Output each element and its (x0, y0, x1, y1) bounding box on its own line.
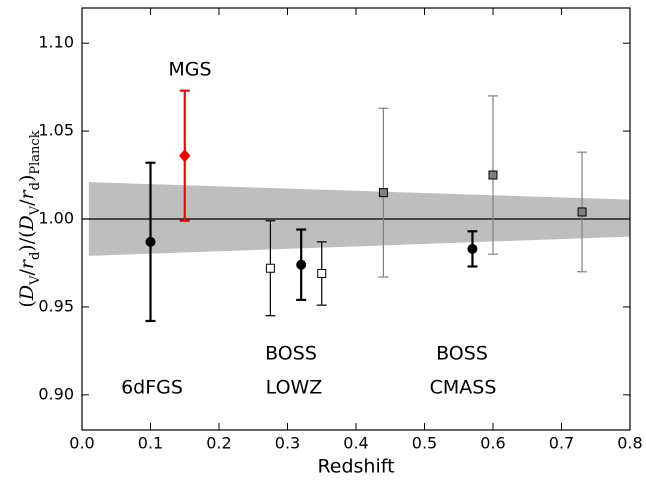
x-tick-label: 0.3 (275, 434, 300, 453)
point (467, 243, 478, 254)
point (179, 148, 191, 163)
y-tick-label: 1.05 (38, 121, 74, 140)
point (577, 207, 587, 217)
y-label-part: / (16, 269, 38, 276)
y-label-part: ( (16, 300, 38, 307)
y-label-part: V (28, 205, 43, 216)
y-label-part: d (28, 182, 43, 190)
point (145, 236, 156, 247)
y-label-part: )/( (16, 230, 38, 251)
annotation: LOWZ (266, 377, 323, 399)
y-label-part: Planck (28, 130, 43, 174)
point (488, 170, 498, 180)
x-tick-label: 0.5 (412, 434, 437, 453)
annotation: CMASS (430, 377, 497, 399)
y-tick-label: 0.95 (38, 296, 74, 315)
annotation: MGS (168, 59, 211, 81)
y-label-part: / (16, 199, 38, 206)
y-tick-label: 1.00 (38, 209, 74, 228)
x-tick-label: 0.0 (69, 434, 94, 453)
point (317, 269, 327, 279)
annotation: BOSS (436, 343, 488, 365)
y-axis-label: (DV/rd)/(DV/rd)Planck (16, 130, 43, 307)
annotation: 6dFGS (121, 377, 183, 399)
y-label-part: D (16, 285, 38, 301)
y-label-part: ) (16, 175, 38, 182)
x-tick-label: 0.1 (138, 434, 163, 453)
point (265, 263, 275, 273)
y-tick-label: 0.90 (38, 384, 74, 403)
x-tick-label: 0.4 (343, 434, 368, 453)
y-tick-label: 1.10 (38, 33, 74, 52)
point (296, 259, 307, 270)
annotation: BOSS (265, 343, 317, 365)
y-label-part: V (28, 275, 43, 286)
x-tick-label: 0.8 (617, 434, 642, 453)
x-tick-label: 0.7 (549, 434, 574, 453)
plot-frame (81, 7, 631, 431)
y-label-part: r (16, 188, 38, 199)
y-label-part: D (16, 215, 38, 231)
y-label-part: r (16, 258, 38, 269)
x-axis-label: Redshift (317, 456, 394, 478)
x-tick-label: 0.2 (206, 434, 231, 453)
y-label-part: d (28, 252, 43, 260)
point (378, 188, 388, 198)
x-tick-label: 0.6 (480, 434, 505, 453)
